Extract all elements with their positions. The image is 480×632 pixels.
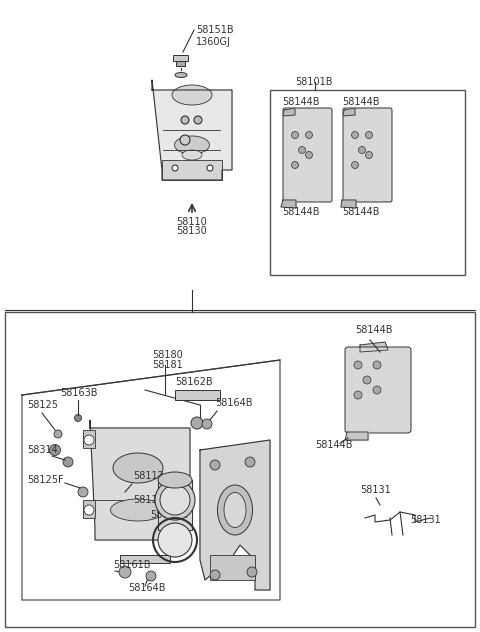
- Circle shape: [63, 457, 73, 467]
- Polygon shape: [343, 108, 355, 116]
- Text: 58101B: 58101B: [295, 77, 333, 87]
- Circle shape: [180, 135, 190, 145]
- Circle shape: [354, 361, 362, 369]
- Polygon shape: [345, 432, 368, 440]
- Circle shape: [365, 152, 372, 159]
- Bar: [83, 430, 95, 448]
- Text: 58144B: 58144B: [282, 97, 320, 107]
- Text: 58144B: 58144B: [355, 325, 393, 335]
- Circle shape: [84, 435, 94, 445]
- Bar: [120, 555, 170, 563]
- Text: 58181: 58181: [152, 360, 183, 370]
- Text: 58144B: 58144B: [342, 97, 380, 107]
- Ellipse shape: [172, 85, 212, 105]
- Text: 58131: 58131: [410, 515, 441, 525]
- Bar: [5, 312, 475, 627]
- Text: 58314: 58314: [27, 445, 58, 455]
- Bar: [83, 500, 95, 518]
- Ellipse shape: [217, 485, 252, 535]
- Circle shape: [291, 162, 299, 169]
- Circle shape: [119, 566, 131, 578]
- Circle shape: [354, 391, 362, 399]
- Circle shape: [210, 460, 220, 470]
- Text: 58125F: 58125F: [27, 475, 64, 485]
- Text: 58164B: 58164B: [215, 398, 252, 408]
- Text: 58180: 58180: [152, 350, 183, 360]
- Ellipse shape: [160, 485, 190, 515]
- Ellipse shape: [110, 499, 166, 521]
- Circle shape: [74, 415, 82, 422]
- Circle shape: [291, 131, 299, 138]
- Circle shape: [351, 162, 359, 169]
- Circle shape: [373, 361, 381, 369]
- Polygon shape: [281, 200, 296, 208]
- Circle shape: [49, 444, 60, 456]
- Text: 58125: 58125: [27, 400, 58, 410]
- Text: 58131: 58131: [360, 485, 391, 495]
- Circle shape: [373, 386, 381, 394]
- Circle shape: [247, 567, 257, 577]
- Circle shape: [299, 147, 305, 154]
- Text: 58130: 58130: [177, 226, 207, 236]
- Circle shape: [78, 487, 88, 497]
- Circle shape: [359, 147, 365, 154]
- Circle shape: [305, 152, 312, 159]
- FancyBboxPatch shape: [345, 347, 411, 433]
- Text: 58163B: 58163B: [60, 388, 97, 398]
- Polygon shape: [152, 80, 232, 180]
- Text: 58144B: 58144B: [282, 207, 320, 217]
- Text: 58161B: 58161B: [113, 560, 151, 570]
- Bar: [162, 160, 222, 180]
- Text: 58113: 58113: [133, 495, 164, 505]
- Ellipse shape: [182, 150, 202, 160]
- Text: 1360GJ: 1360GJ: [196, 37, 231, 47]
- Ellipse shape: [113, 453, 163, 483]
- Circle shape: [245, 457, 255, 467]
- Circle shape: [84, 505, 94, 515]
- Circle shape: [181, 116, 189, 124]
- Circle shape: [146, 571, 156, 581]
- Text: 58151B: 58151B: [196, 25, 234, 35]
- Bar: [270, 90, 465, 275]
- Circle shape: [172, 165, 178, 171]
- Ellipse shape: [175, 136, 209, 154]
- Circle shape: [207, 165, 213, 171]
- Text: 58164B: 58164B: [128, 583, 166, 593]
- Circle shape: [191, 417, 203, 429]
- Polygon shape: [360, 342, 388, 352]
- FancyBboxPatch shape: [343, 108, 392, 202]
- Text: 58144B: 58144B: [315, 440, 352, 450]
- Circle shape: [351, 131, 359, 138]
- Text: 58110: 58110: [177, 217, 207, 227]
- FancyBboxPatch shape: [283, 108, 332, 202]
- Ellipse shape: [224, 492, 246, 528]
- Text: 58114A: 58114A: [150, 510, 187, 520]
- Polygon shape: [283, 108, 295, 116]
- Circle shape: [202, 419, 212, 429]
- Polygon shape: [200, 440, 270, 590]
- Bar: [176, 61, 185, 66]
- Circle shape: [365, 131, 372, 138]
- Bar: [210, 555, 255, 580]
- Bar: [158, 480, 192, 530]
- Text: 58112: 58112: [133, 471, 164, 481]
- Circle shape: [210, 570, 220, 580]
- Circle shape: [305, 131, 312, 138]
- Circle shape: [54, 430, 62, 438]
- Polygon shape: [90, 420, 190, 540]
- Ellipse shape: [155, 480, 195, 520]
- Circle shape: [194, 116, 202, 124]
- Circle shape: [363, 376, 371, 384]
- Ellipse shape: [158, 523, 192, 557]
- Ellipse shape: [175, 73, 187, 78]
- Text: 58162B: 58162B: [175, 377, 213, 387]
- Polygon shape: [341, 200, 356, 208]
- Bar: [175, 390, 220, 400]
- Bar: [173, 55, 188, 61]
- Ellipse shape: [158, 472, 192, 488]
- Text: 58144B: 58144B: [342, 207, 380, 217]
